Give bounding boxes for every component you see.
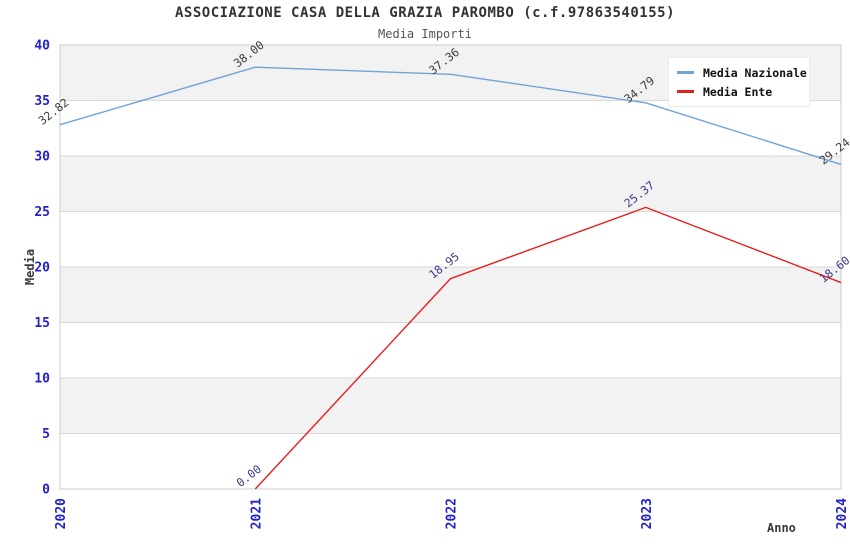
plot-stripe bbox=[60, 267, 841, 323]
y-tick-label: 30 bbox=[34, 150, 50, 165]
legend-item-media-nazionale: Media Nazionale bbox=[677, 63, 807, 82]
legend-line-swatch-ente bbox=[677, 90, 694, 93]
x-axis-title: Anno bbox=[767, 521, 796, 535]
legend-line-swatch-nazionale bbox=[677, 71, 694, 74]
y-tick-label: 5 bbox=[42, 427, 50, 442]
data-point-label: 0.00 bbox=[234, 462, 265, 490]
x-tick-label: 2024 bbox=[835, 498, 850, 529]
x-tick-label: 2021 bbox=[249, 498, 264, 529]
y-tick-label: 15 bbox=[34, 316, 50, 331]
x-tick-label: 2020 bbox=[54, 498, 69, 529]
y-tick-label: 40 bbox=[34, 39, 50, 54]
y-tick-label: 35 bbox=[34, 94, 50, 109]
legend-label-nazionale: Media Nazionale bbox=[703, 65, 807, 80]
x-tick-label: 2022 bbox=[445, 498, 460, 529]
legend-label-ente: Media Ente bbox=[703, 84, 773, 99]
plot-stripe bbox=[60, 378, 841, 434]
legend: Media Nazionale Media Ente bbox=[668, 57, 810, 107]
series-line-media-nazionale bbox=[59, 66, 842, 166]
y-tick-label: 20 bbox=[34, 261, 50, 276]
y-axis-title: Media bbox=[23, 248, 37, 286]
chart-subtitle: Media Importi bbox=[378, 27, 472, 41]
chart-title: ASSOCIAZIONE CASA DELLA GRAZIA PAROMBO (… bbox=[174, 5, 675, 21]
y-tick-label: 0 bbox=[42, 483, 50, 498]
plot-border bbox=[59, 44, 842, 490]
plot-stripe bbox=[60, 156, 841, 212]
y-tick-label: 25 bbox=[34, 205, 50, 220]
y-tick-label: 10 bbox=[34, 372, 50, 387]
x-tick-label: 2023 bbox=[640, 498, 655, 529]
legend-item-media-ente: Media Ente bbox=[677, 82, 801, 101]
series-line-media-ente bbox=[254, 206, 842, 490]
